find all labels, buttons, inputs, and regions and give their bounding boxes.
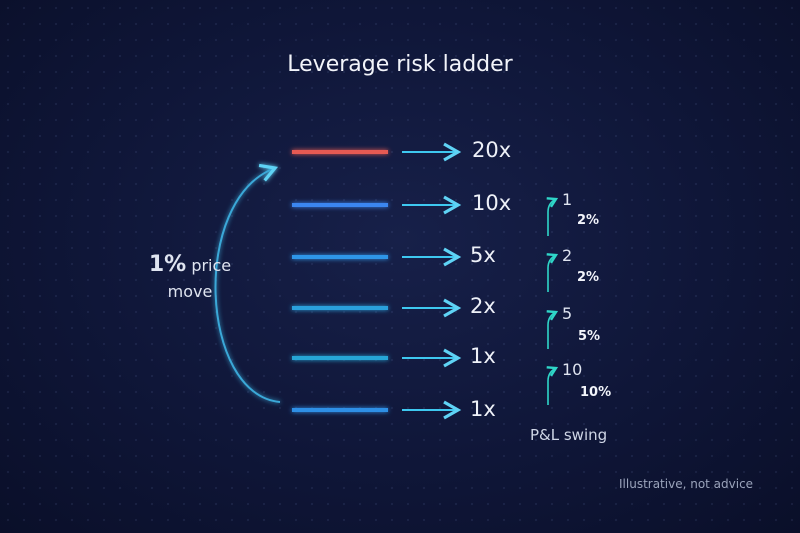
pnl-multiplier: 2 [562, 246, 573, 265]
price-move-value: 1% [148, 252, 187, 277]
page-title: Leverage risk ladder [287, 52, 513, 77]
leverage-label: 1x [470, 344, 496, 368]
pnl-arrows [546, 197, 559, 405]
pnl-multiplier: 1 [562, 190, 573, 209]
pnl-percent: 2% [577, 270, 600, 285]
arrow-up-right-icon [546, 197, 559, 236]
leverage-label: 2x [470, 294, 496, 318]
pnl-percent: 2% [577, 213, 600, 228]
leverage-label: 10x [472, 191, 512, 215]
leverage-label: 20x [472, 138, 512, 162]
disclaimer-footnote: Illustrative, not advice [619, 477, 754, 491]
pnl-multiplier: 10 [562, 360, 583, 379]
pnl-percent: 10% [580, 385, 612, 400]
price-move-text1: price [191, 256, 232, 275]
price-move-label: 1% price move [130, 252, 250, 305]
leverage-label: 5x [470, 243, 496, 267]
pnl-swing-label: P&L swing [530, 426, 608, 444]
arrow-up-right-icon [546, 310, 559, 349]
leverage-label: 1x [470, 397, 496, 421]
leverage-arrows [402, 142, 462, 420]
price-move-text2: move [167, 282, 213, 301]
price-move-arc-arrow [214, 163, 281, 403]
pnl-percent: 5% [578, 329, 601, 344]
arrow-up-right-icon [546, 253, 559, 292]
arrow-up-right-icon [546, 366, 559, 405]
pnl-multiplier: 5 [562, 304, 573, 323]
